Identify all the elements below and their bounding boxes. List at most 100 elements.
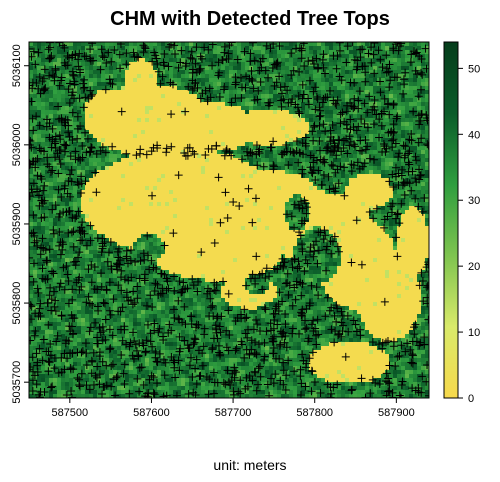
raster-cell (405, 150, 410, 155)
raster-cell (249, 166, 254, 171)
raster-cell (33, 206, 38, 211)
raster-cell (361, 186, 366, 191)
raster-cell (385, 202, 390, 207)
raster-cell (285, 82, 290, 87)
raster-cell (341, 166, 346, 171)
raster-cell (85, 114, 90, 119)
raster-cell (125, 202, 130, 207)
raster-cell (301, 50, 306, 55)
raster-cell (165, 134, 170, 139)
raster-cell (237, 238, 242, 243)
raster-cell (137, 94, 142, 99)
raster-cell (61, 158, 66, 163)
raster-cell (301, 122, 306, 127)
raster-cell (89, 206, 94, 211)
raster-cell (337, 198, 342, 203)
raster-cell (153, 106, 158, 111)
raster-cell (397, 94, 402, 99)
raster-cell (281, 78, 286, 83)
raster-cell (133, 190, 138, 195)
raster-cell (257, 122, 262, 127)
raster-cell (229, 90, 234, 95)
raster-cell (229, 142, 234, 147)
raster-cell (413, 114, 418, 119)
raster-cell (393, 106, 398, 111)
raster-cell (33, 182, 38, 187)
raster-cell (381, 86, 386, 91)
raster-cell (273, 182, 278, 187)
raster-cell (373, 126, 378, 131)
raster-cell (193, 206, 198, 211)
raster-cell (249, 178, 254, 183)
raster-cell (177, 46, 182, 51)
raster-cell (141, 114, 146, 119)
raster-cell (421, 194, 426, 199)
raster-cell (121, 86, 126, 91)
raster-cell (389, 154, 394, 159)
raster-cell (305, 134, 310, 139)
raster-cell (165, 214, 170, 219)
raster-cell (205, 154, 210, 159)
raster-cell (53, 90, 58, 95)
raster-cell (209, 230, 214, 235)
raster-cell (193, 106, 198, 111)
raster-cell (29, 134, 34, 139)
raster-cell (245, 238, 250, 243)
raster-cell (357, 186, 362, 191)
raster-cell (41, 222, 46, 227)
raster-cell (129, 198, 134, 203)
raster-cell (217, 110, 222, 115)
raster-cell (109, 90, 114, 95)
raster-cell (325, 86, 330, 91)
raster-cell (105, 70, 110, 75)
raster-cell (237, 94, 242, 99)
raster-cell (157, 218, 162, 223)
raster-cell (293, 234, 298, 239)
raster-cell (225, 182, 230, 187)
raster-cell (353, 206, 358, 211)
raster-cell (317, 62, 322, 67)
raster-cell (385, 86, 390, 91)
raster-cell (249, 90, 254, 95)
raster-cell (425, 166, 429, 171)
raster-cell (221, 94, 226, 99)
raster-cell (101, 194, 106, 199)
raster-cell (249, 230, 254, 235)
raster-cell (117, 146, 122, 151)
raster-cell (413, 150, 418, 155)
raster-cell (145, 70, 150, 75)
raster-cell (105, 98, 110, 103)
raster-cell (33, 178, 38, 183)
raster-cell (137, 226, 142, 231)
raster-cell (161, 46, 166, 51)
raster-cell (361, 226, 366, 231)
raster-cell (121, 94, 126, 99)
raster-cell (201, 210, 206, 215)
raster-cell (417, 58, 422, 63)
raster-cell (353, 154, 358, 159)
raster-cell (69, 206, 74, 211)
raster-cell (61, 74, 66, 79)
raster-cell (117, 46, 122, 51)
raster-cell (181, 50, 186, 55)
raster-cell (337, 102, 342, 107)
raster-cell (321, 90, 326, 95)
raster-cell (281, 138, 286, 143)
raster-cell (133, 74, 138, 79)
raster-cell (397, 214, 402, 219)
raster-cell (369, 90, 374, 95)
raster-cell (61, 146, 66, 151)
raster-cell (93, 198, 98, 203)
raster-cell (129, 226, 134, 231)
raster-cell (225, 102, 230, 107)
raster-cell (357, 206, 362, 211)
raster-cell (89, 234, 94, 239)
raster-cell (353, 230, 358, 235)
raster-cell (273, 210, 278, 215)
raster-cell (85, 142, 90, 147)
raster-cell (417, 42, 422, 47)
raster-cell (49, 178, 54, 183)
raster-cell (109, 146, 114, 151)
raster-cell (189, 202, 194, 207)
raster-cell (205, 142, 210, 147)
